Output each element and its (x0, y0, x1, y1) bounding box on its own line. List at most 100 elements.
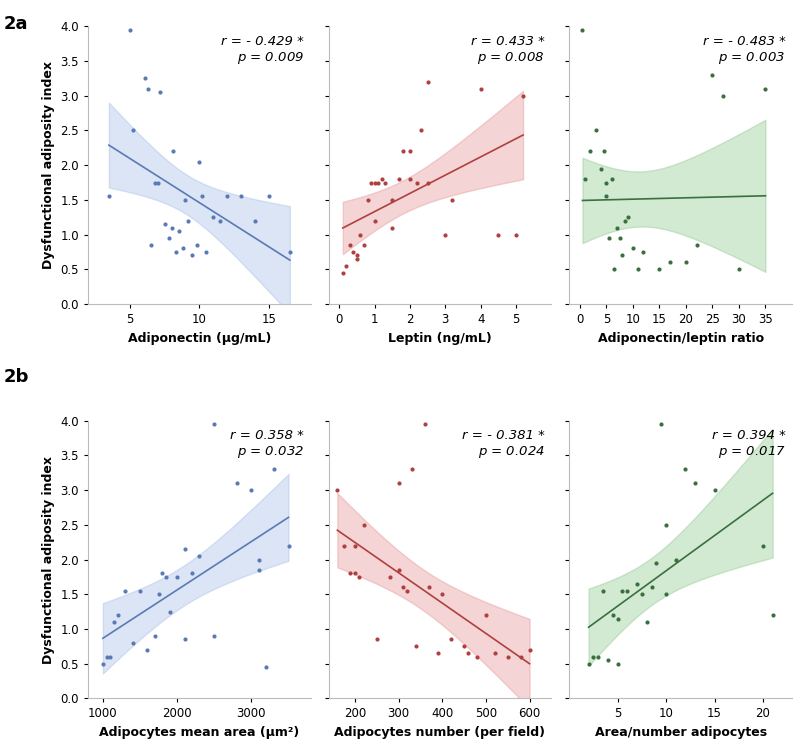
Point (159, 571, 172, 583)
Point (378, 176, 391, 189)
Point (630, 578, 643, 590)
Point (97, 658, 110, 670)
Text: 2b: 2b (4, 368, 30, 386)
Point (590, 125, 602, 137)
Point (368, 176, 381, 189)
Point (587, 651, 600, 663)
Point (655, 418, 668, 430)
Point (358, 239, 370, 251)
Point (126, 637, 139, 649)
Point (393, 173, 406, 185)
Point (602, 232, 615, 244)
Point (365, 176, 378, 189)
Point (514, 651, 527, 663)
Text: r = 0.394 *
$p$ = 0.017: r = 0.394 * $p$ = 0.017 (711, 429, 786, 460)
Point (690, 239, 703, 251)
Point (386, 194, 398, 206)
Point (392, 477, 405, 489)
Point (340, 260, 353, 272)
Point (635, 588, 648, 600)
Point (757, 540, 770, 552)
Point (614, 232, 626, 244)
Point (102, 191, 115, 203)
Point (196, 191, 209, 203)
Point (383, 571, 396, 583)
Point (100, 651, 113, 663)
Point (621, 211, 634, 223)
Point (354, 228, 367, 240)
Point (608, 264, 621, 276)
Point (368, 215, 381, 227)
Point (138, 72, 151, 84)
Point (142, 83, 154, 95)
Point (208, 418, 221, 430)
Point (606, 609, 619, 621)
Point (182, 215, 194, 227)
Point (578, 173, 591, 185)
Point (600, 191, 613, 203)
Point (708, 484, 721, 496)
Point (418, 418, 431, 430)
Point (123, 24, 136, 36)
Point (170, 246, 182, 258)
Point (422, 76, 434, 88)
Point (162, 232, 175, 244)
Point (230, 477, 243, 489)
X-axis label: Adipocytes mean area (μm²): Adipocytes mean area (μm²) (99, 726, 299, 739)
Y-axis label: Dysfunctional adiposity index: Dysfunctional adiposity index (42, 456, 54, 664)
Point (410, 641, 422, 653)
Point (178, 543, 191, 555)
Point (597, 585, 610, 597)
Text: r = 0.433 *
$p$ = 0.008: r = 0.433 * $p$ = 0.008 (471, 35, 545, 66)
Point (397, 145, 410, 157)
Point (611, 613, 624, 625)
Point (462, 647, 474, 659)
Point (410, 176, 423, 189)
Point (616, 585, 629, 597)
Point (386, 222, 398, 234)
Point (165, 222, 178, 234)
Point (208, 630, 221, 642)
Point (353, 571, 366, 583)
X-axis label: Area/number adipocytes: Area/number adipocytes (594, 726, 766, 739)
X-axis label: Adipocytes number (per field): Adipocytes number (per field) (334, 726, 546, 739)
Point (488, 647, 501, 659)
Point (172, 225, 185, 237)
Point (403, 173, 416, 185)
Point (186, 568, 198, 580)
Point (626, 243, 639, 255)
Point (118, 585, 131, 597)
Point (582, 658, 595, 670)
Point (260, 661, 273, 673)
Point (375, 173, 388, 185)
Point (283, 246, 296, 258)
Text: r = - 0.381 *
$p$ = 0.024: r = - 0.381 * $p$ = 0.024 (462, 429, 545, 460)
Text: r = 0.358 *
$p$ = 0.032: r = 0.358 * $p$ = 0.032 (230, 429, 304, 460)
Point (414, 125, 427, 137)
Point (282, 540, 295, 552)
Point (592, 651, 605, 663)
Point (190, 239, 203, 251)
Point (679, 463, 692, 475)
Point (361, 194, 374, 206)
Point (262, 191, 275, 203)
Point (584, 145, 597, 157)
Point (158, 219, 171, 231)
Point (249, 215, 262, 227)
X-axis label: Adiponectin (μg/mL): Adiponectin (μg/mL) (128, 332, 271, 345)
Point (338, 540, 350, 552)
Text: r = - 0.429 *
$p$ = 0.009: r = - 0.429 * $p$ = 0.009 (222, 35, 304, 66)
Point (331, 484, 344, 496)
Point (200, 246, 213, 258)
Point (611, 658, 624, 670)
X-axis label: Adiponectin/leptin ratio: Adiponectin/leptin ratio (598, 332, 764, 345)
Point (576, 24, 589, 36)
Text: 2a: 2a (4, 15, 29, 33)
Point (422, 581, 435, 593)
Point (653, 264, 666, 276)
Point (178, 633, 191, 645)
Point (670, 553, 682, 566)
Point (492, 228, 505, 240)
Point (510, 228, 522, 240)
Point (347, 246, 360, 258)
